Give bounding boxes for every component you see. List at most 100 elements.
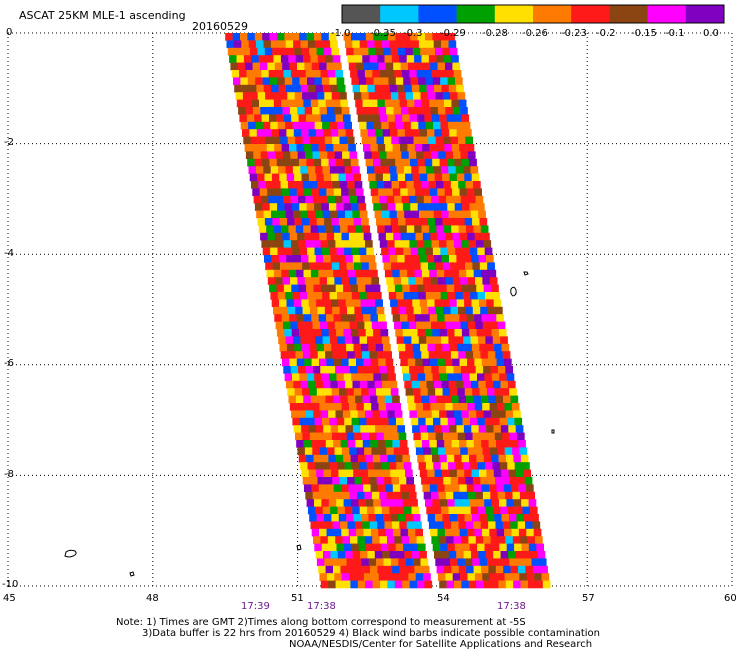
wind-cell <box>347 477 355 485</box>
wind-cell <box>415 447 424 456</box>
wind-cell <box>251 181 259 189</box>
wind-cell <box>383 388 392 396</box>
wind-cell <box>367 84 376 93</box>
wind-cell <box>271 173 280 182</box>
wind-cell <box>425 373 433 382</box>
wind-cell <box>330 380 338 389</box>
wind-cell <box>329 121 338 130</box>
wind-cell <box>459 440 467 448</box>
wind-cell <box>446 114 455 123</box>
wind-cell <box>379 151 387 160</box>
colorbar-segment <box>418 5 458 23</box>
wind-cell <box>452 403 461 411</box>
wind-cell <box>393 151 402 160</box>
wind-cell <box>434 255 442 263</box>
wind-cell <box>464 173 472 182</box>
wind-cell <box>351 462 360 470</box>
wind-cell <box>392 314 401 322</box>
wind-cell <box>479 514 488 522</box>
wind-cell <box>435 92 443 100</box>
wind-cell <box>339 262 347 271</box>
wind-cell <box>424 454 433 463</box>
wind-cell <box>333 188 342 197</box>
lon-tick: 48 <box>146 593 159 604</box>
wind-cell <box>338 173 347 182</box>
wind-cell <box>387 158 396 167</box>
wind-cell <box>441 299 450 308</box>
wind-cell <box>321 158 329 167</box>
wind-cell <box>439 240 447 248</box>
wind-cell <box>316 514 325 522</box>
wind-cell <box>466 484 475 493</box>
wind-cell <box>366 292 375 300</box>
wind-cell <box>424 114 433 123</box>
wind-cell <box>384 521 393 530</box>
wind-cell <box>394 284 403 293</box>
wind-cell <box>324 477 333 485</box>
wind-cell <box>443 395 452 404</box>
wind-cell <box>481 314 490 322</box>
wind-cell <box>455 417 463 426</box>
wind-cell <box>468 410 477 419</box>
wind-cell <box>443 351 452 359</box>
wind-cell <box>409 580 418 589</box>
wind-cell <box>304 358 312 367</box>
wind-cell <box>343 543 352 552</box>
wind-cell <box>388 121 397 130</box>
wind-cell <box>346 558 355 567</box>
wind-cell <box>326 528 335 537</box>
lat-tick: -4 <box>4 248 14 259</box>
wind-cell <box>342 366 351 374</box>
wind-cell <box>426 40 434 49</box>
wind-cell <box>442 92 451 100</box>
wind-cell <box>497 366 506 374</box>
wind-cell <box>270 77 278 86</box>
wind-cell <box>366 543 374 552</box>
wind-cell <box>444 269 452 278</box>
wind-cell <box>324 558 332 567</box>
wind-cell <box>388 543 396 552</box>
wind-cell <box>241 40 249 49</box>
wind-cell <box>421 55 430 63</box>
wind-cell <box>487 432 496 441</box>
wind-cell <box>463 380 472 389</box>
wind-cell <box>411 166 419 174</box>
wind-cell <box>497 573 505 581</box>
wind-cell <box>439 499 448 507</box>
wind-cell <box>456 380 464 389</box>
wind-cell <box>441 40 449 49</box>
wind-cell <box>302 477 311 485</box>
wind-cell <box>377 314 386 322</box>
wind-cell <box>417 203 426 211</box>
wind-cell <box>391 262 399 271</box>
wind-cell <box>355 188 364 197</box>
wind-cell <box>327 70 336 78</box>
wind-cell <box>437 484 445 493</box>
wind-cell <box>285 336 294 345</box>
wind-cell <box>377 144 386 152</box>
wind-cell <box>249 173 258 182</box>
wind-cell <box>354 306 363 315</box>
wind-cell <box>397 84 405 93</box>
wind-cell <box>378 484 386 493</box>
wind-cell <box>374 292 382 300</box>
wind-cell <box>353 388 362 396</box>
wind-cell <box>503 565 511 574</box>
wind-cell <box>516 514 525 522</box>
wind-cell <box>400 528 409 537</box>
wind-cell <box>373 417 382 426</box>
wind-cell <box>297 321 306 330</box>
wind-cell <box>319 62 327 71</box>
wind-cell <box>340 314 349 322</box>
wind-cell <box>284 158 292 167</box>
wind-cell <box>356 403 365 411</box>
wind-cell <box>384 181 392 189</box>
wind-cell <box>298 410 307 419</box>
wind-cell <box>277 121 286 130</box>
wind-cell <box>358 203 367 211</box>
wind-cell <box>300 166 308 174</box>
wind-cell <box>450 92 458 100</box>
wind-cell <box>413 432 422 441</box>
wind-cell <box>430 62 438 71</box>
wind-cell <box>310 55 319 63</box>
